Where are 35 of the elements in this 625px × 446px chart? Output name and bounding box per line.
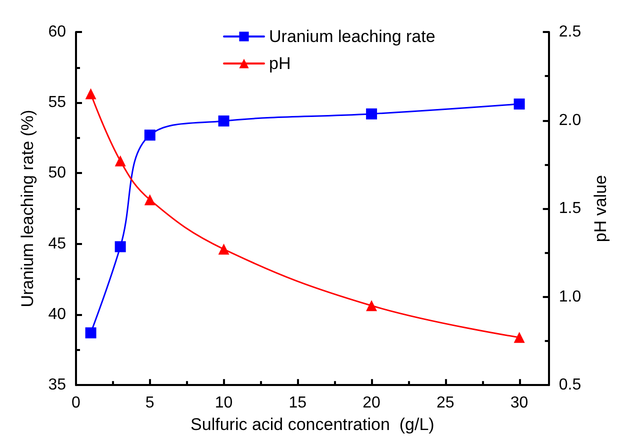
x-tick-label: 30 [510,394,528,412]
point [366,108,378,120]
y-tick-label: 35 [48,376,66,394]
point [366,300,378,312]
point [514,332,525,343]
point [514,98,525,110]
y2-tick-label: 2.0 [558,112,582,129]
legend-label: pH [269,54,291,73]
y2-axis-title: pH value [591,174,610,242]
y-axis-title: Uranium leaching rate (%) [18,110,37,308]
x-axis-title: Sulfuric acid concentration (g/L) [190,415,434,434]
y-tick-label: 50 [48,164,66,182]
y2-tick-label: 1.5 [558,200,582,218]
point [144,130,156,141]
y2-tick-label: 0.5 [558,376,582,394]
y-tick-label: 60 [48,24,66,40]
y-tick-label: 40 [48,306,66,323]
point [144,194,156,206]
x-tick-label: 10 [214,394,233,412]
x-tick-label: 5 [145,394,154,412]
y2-tick-label: 1.0 [558,288,582,306]
x-tick-label: 0 [72,394,81,412]
x-tick-label: 25 [436,394,454,412]
y-tick-label: 55 [48,94,66,112]
point [218,115,230,126]
point [85,327,96,338]
point [218,244,230,255]
y-tick-label: 45 [48,235,66,252]
point [85,88,96,100]
x-tick-label: 15 [288,394,307,412]
point [114,241,126,252]
point [114,155,126,166]
legend-label: Uranium leaching rate [269,27,436,46]
x-tick-label: 20 [362,394,381,412]
y2-tick-label: 2.5 [558,24,582,40]
